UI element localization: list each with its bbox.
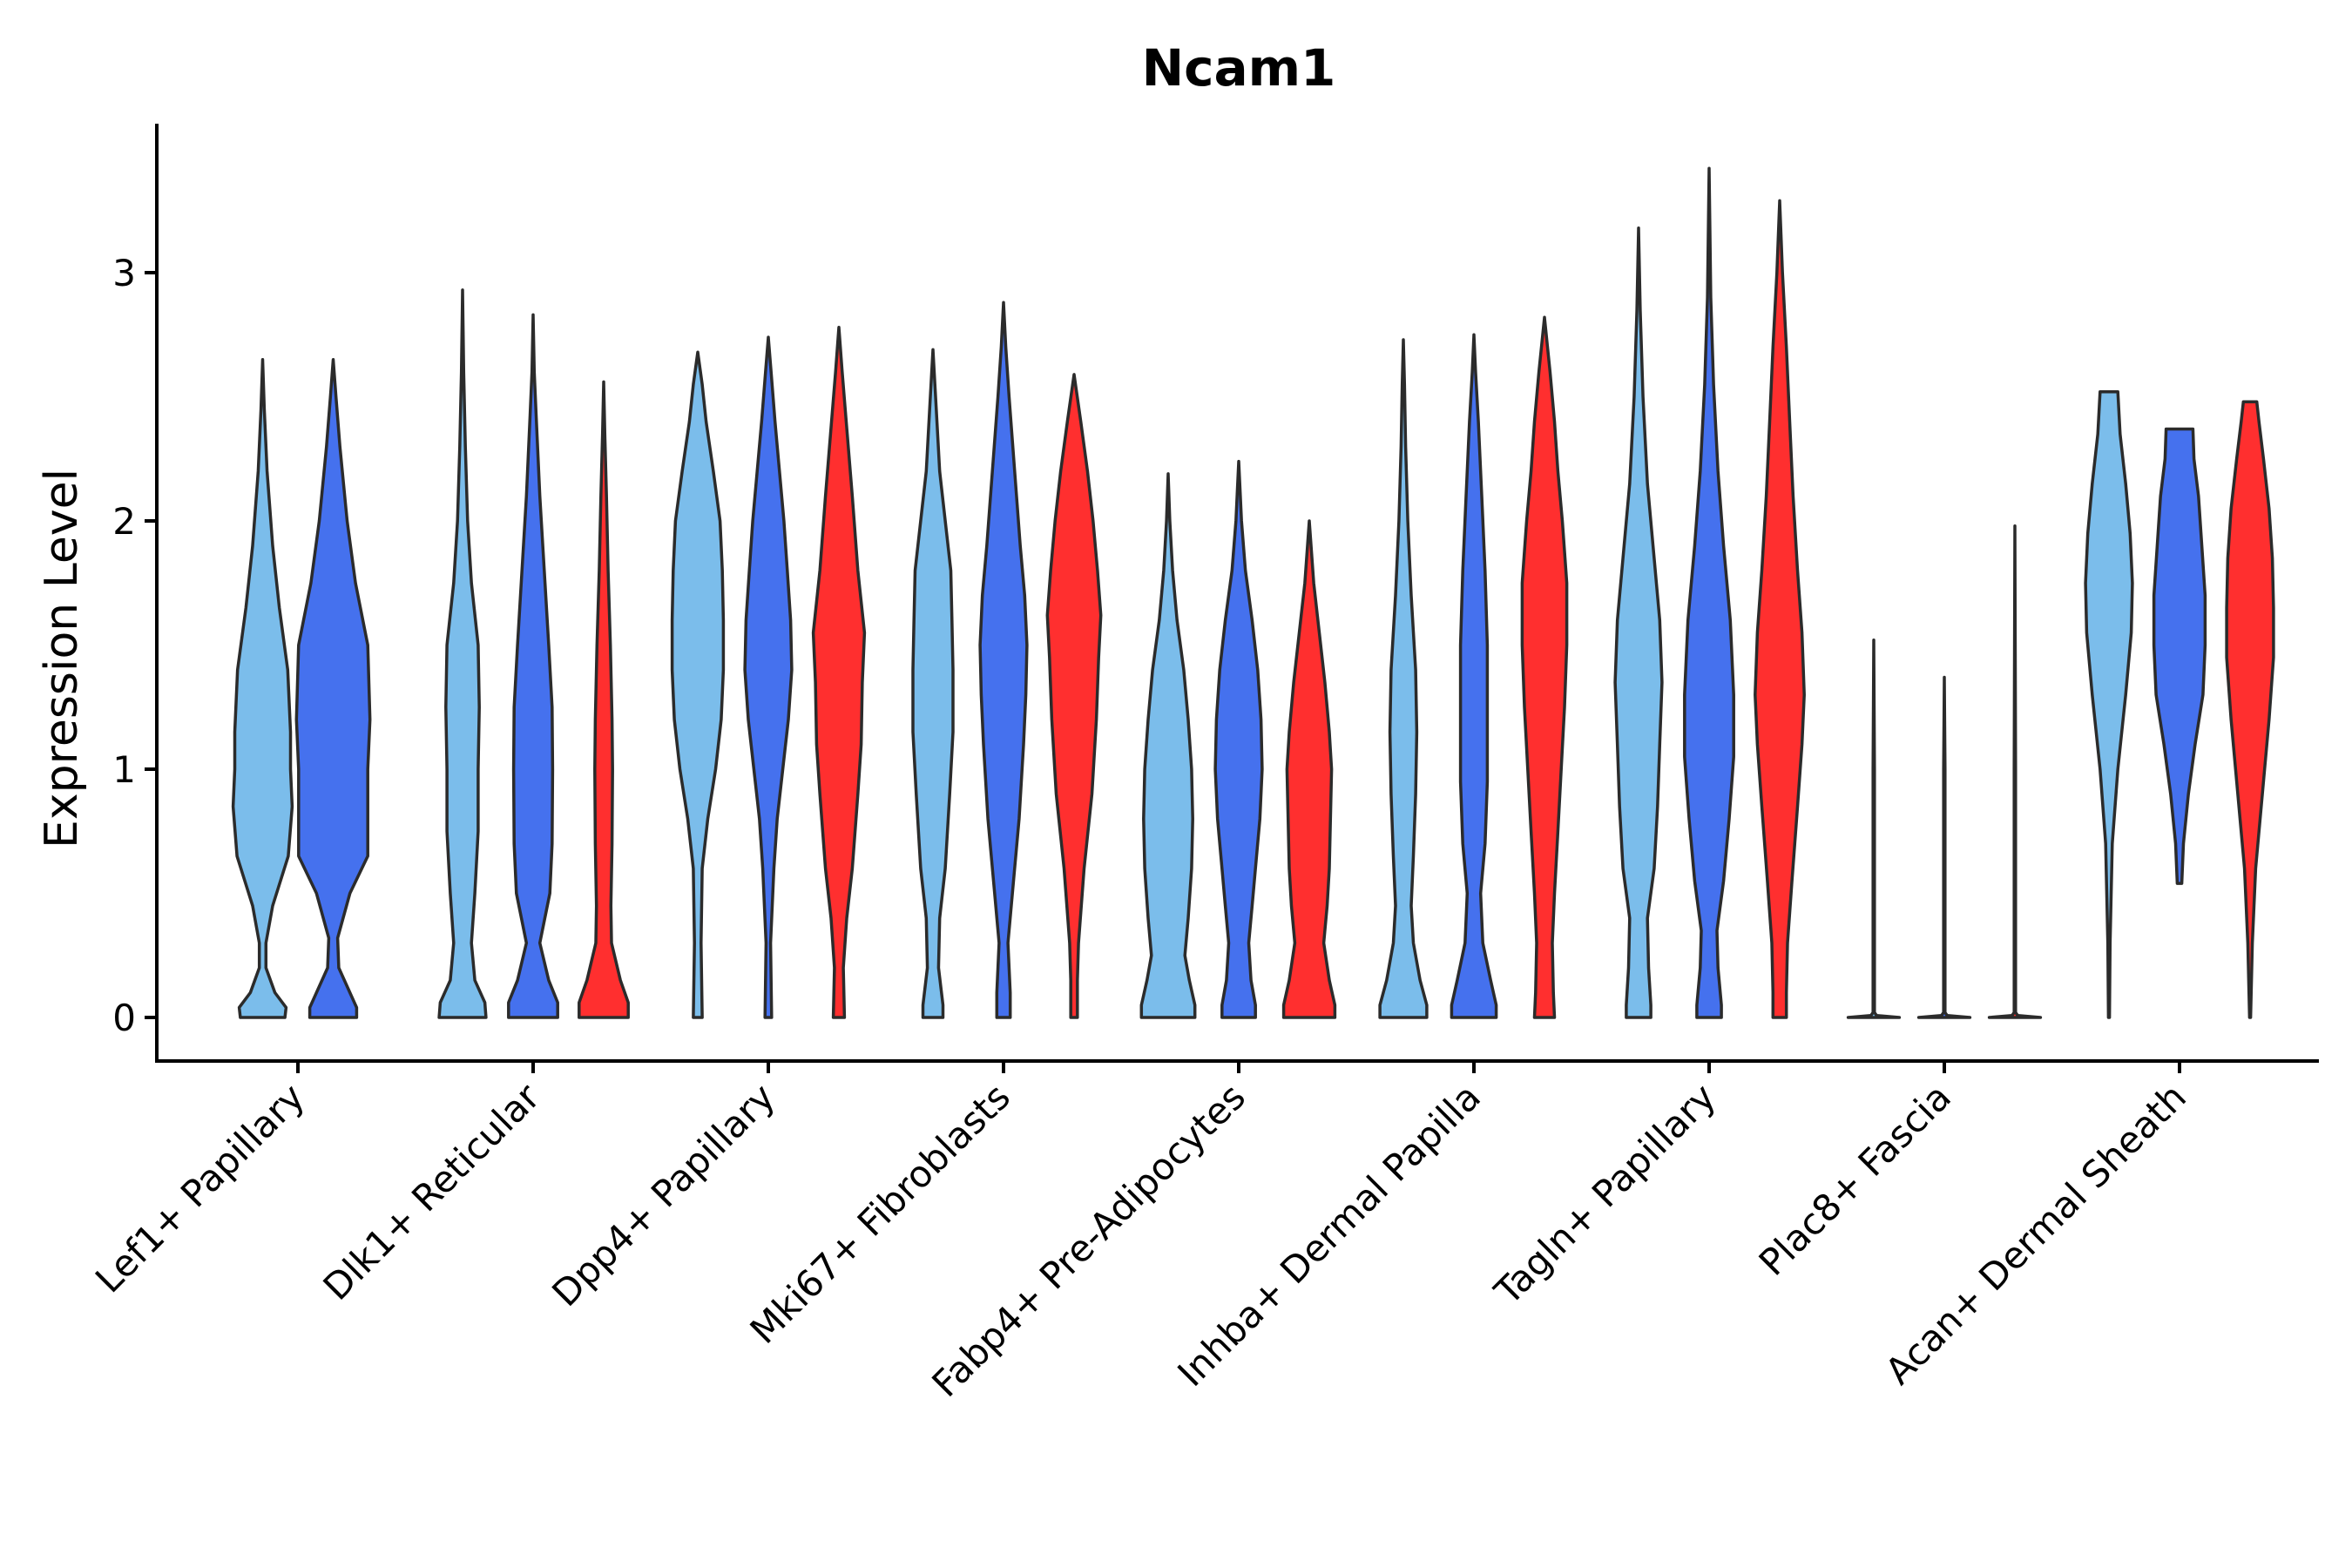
violin-2-0	[670, 350, 726, 1019]
x-tick-label: Mki67+ Fibroblasts	[742, 1075, 1018, 1351]
violin-1-0	[437, 288, 488, 1019]
violin-6-1	[1683, 166, 1735, 1019]
violin-5-0	[1378, 338, 1429, 1019]
chart-title: Ncam1	[1142, 38, 1336, 98]
violin-6-0	[1613, 226, 1664, 1019]
axis-lines	[155, 124, 2319, 1063]
x-tick-label: Dlk1+ Reticular	[315, 1075, 549, 1308]
y-tick-label: 1	[112, 748, 136, 791]
violin-8-0	[2084, 390, 2134, 1019]
y-tick-label: 0	[112, 997, 136, 1039]
y-tick-label: 2	[112, 500, 136, 543]
violin-6-2	[1754, 199, 1806, 1019]
violin-7-0	[1846, 639, 1902, 1019]
violin-5-2	[1520, 315, 1569, 1019]
violin-0-0	[231, 358, 294, 1019]
violin-7-1	[1916, 675, 1972, 1019]
y-axis-label: Expression Level	[36, 469, 88, 848]
violin-3-1	[978, 301, 1029, 1019]
violin-0-1	[294, 358, 372, 1019]
y-tick-label: 3	[112, 252, 136, 294]
violin-8-2	[2225, 400, 2275, 1019]
y-axis: 0 1 2 3	[112, 252, 157, 1039]
violin-3-2	[1045, 373, 1103, 1019]
violin-8-1	[2152, 427, 2207, 885]
violin-5-1	[1450, 333, 1498, 1019]
violin-1-1	[507, 313, 559, 1019]
violin-layer	[231, 166, 2275, 1019]
violin-4-1	[1213, 459, 1264, 1019]
violin-1-2	[578, 380, 630, 1019]
violin-2-1	[743, 335, 794, 1019]
violin-3-0	[911, 348, 955, 1019]
violin-4-2	[1281, 519, 1337, 1019]
violin-4-0	[1139, 472, 1197, 1019]
x-tick-label: Dpp4+ Papillary	[544, 1075, 783, 1315]
violin-2-2	[811, 325, 867, 1019]
x-tick-label: Plac8+ Fascia	[1751, 1075, 1959, 1283]
x-tick-label: Tagln+ Papillary	[1486, 1075, 1724, 1313]
x-tick-label: Lef1+ Papillary	[87, 1075, 313, 1301]
violin-7-2	[1987, 524, 2043, 1019]
